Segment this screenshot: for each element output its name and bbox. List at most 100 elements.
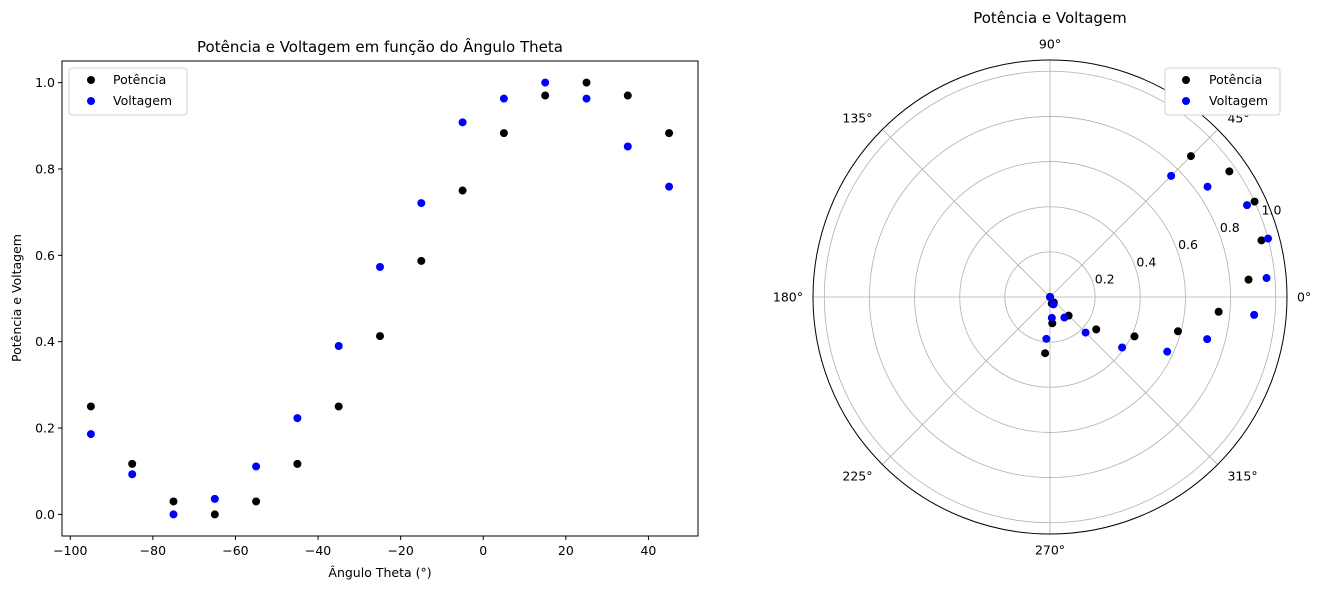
polar-point-potencia bbox=[1214, 307, 1223, 316]
polar-angular-gridline bbox=[882, 296, 1051, 465]
polar-point-voltagem bbox=[1203, 182, 1212, 191]
point-voltagem bbox=[499, 94, 508, 103]
x-tick-label: −60 bbox=[222, 543, 248, 558]
point-potencia bbox=[252, 497, 261, 506]
polar-angle-tick-label: 180° bbox=[773, 290, 803, 305]
polar-point-voltagem bbox=[1049, 300, 1058, 309]
polar-legend-label-potencia: Potência bbox=[1209, 72, 1262, 87]
polar-point-voltagem bbox=[1250, 310, 1259, 319]
polar-point-voltagem bbox=[1046, 293, 1054, 301]
polar-angle-tick-label: 90° bbox=[1039, 37, 1061, 52]
polar-point-voltagem bbox=[1047, 313, 1056, 322]
x-tick-label: −40 bbox=[305, 543, 331, 558]
polar-legend-marker-potencia bbox=[1182, 76, 1190, 84]
point-potencia bbox=[417, 256, 426, 265]
polar-point-potencia bbox=[1257, 236, 1266, 245]
y-tick-label: 0.2 bbox=[35, 421, 55, 436]
polar-angle-tick-label: 0° bbox=[1297, 290, 1311, 305]
polar-point-voltagem bbox=[1060, 313, 1069, 322]
polar-point-voltagem bbox=[1242, 201, 1251, 210]
cartesian-ticks: −100 −80 −60 −40 −20 0 20 40 0.0 0.2 0.4 0.6 0.8 1.0 bbox=[35, 75, 656, 558]
point-potencia bbox=[169, 497, 178, 506]
polar-point-potencia bbox=[1186, 152, 1195, 161]
polar-point-voltagem bbox=[1042, 334, 1051, 343]
polar-tick-labels: 0°45°90°135°180°225°270°315°0.20.40.60.8… bbox=[773, 37, 1311, 558]
polar-point-voltagem bbox=[1203, 335, 1212, 344]
point-potencia bbox=[499, 129, 508, 138]
x-tick-label: −80 bbox=[140, 543, 166, 558]
point-potencia bbox=[458, 186, 467, 195]
point-voltagem bbox=[128, 470, 137, 479]
point-potencia bbox=[541, 91, 550, 100]
polar-legend-label-voltagem: Voltagem bbox=[1209, 93, 1268, 108]
point-potencia bbox=[210, 510, 219, 519]
polar-point-potencia bbox=[1244, 275, 1253, 284]
polar-chart-title: Potência e Voltagem bbox=[973, 9, 1127, 27]
polar-point-voltagem bbox=[1264, 234, 1273, 243]
y-tick-label: 1.0 bbox=[35, 75, 55, 90]
x-tick-label: −20 bbox=[387, 543, 413, 558]
polar-angular-gridline bbox=[882, 129, 1051, 298]
cartesian-legend-box bbox=[68, 67, 188, 116]
cartesian-legend-label-voltagem: Voltagem bbox=[113, 93, 172, 108]
x-tick-label: 20 bbox=[558, 543, 574, 558]
point-potencia bbox=[376, 332, 384, 341]
polar-angle-tick-label: 225° bbox=[842, 468, 872, 483]
point-potencia bbox=[293, 459, 302, 468]
polar-legend: Potência Voltagem bbox=[1164, 67, 1281, 116]
point-voltagem bbox=[169, 510, 178, 519]
polar-point-potencia bbox=[1173, 327, 1182, 336]
polar-point-potencia bbox=[1130, 332, 1139, 341]
cartesian-x-axis-label: Ângulo Theta (°) bbox=[328, 565, 431, 580]
point-voltagem bbox=[252, 462, 261, 471]
polar-angular-gridline bbox=[1049, 296, 1218, 465]
point-voltagem bbox=[417, 199, 426, 208]
polar-radius-tick-label: 1.0 bbox=[1262, 203, 1282, 218]
y-tick-label: 0.4 bbox=[35, 334, 55, 349]
point-potencia bbox=[128, 459, 137, 468]
point-potencia bbox=[665, 129, 674, 138]
polar-radius-tick-label: 0.2 bbox=[1095, 272, 1115, 287]
polar-point-potencia bbox=[1092, 325, 1101, 334]
point-voltagem bbox=[376, 262, 384, 271]
cartesian-legend-marker-potencia bbox=[87, 76, 95, 84]
point-voltagem bbox=[623, 142, 632, 151]
cartesian-plot-frame bbox=[61, 60, 699, 537]
polar-scatter-plot: Potência e Voltagem 0°45°90°135°180°225°… bbox=[773, 9, 1311, 558]
y-tick-label: 0.8 bbox=[35, 161, 55, 176]
polar-radius-tick-label: 0.8 bbox=[1220, 220, 1240, 235]
point-potencia bbox=[623, 91, 632, 100]
x-tick-label: 40 bbox=[640, 543, 656, 558]
y-tick-label: 0.6 bbox=[35, 248, 55, 263]
polar-angle-tick-label: 270° bbox=[1035, 543, 1065, 558]
polar-outer-frame bbox=[812, 59, 1288, 535]
point-voltagem bbox=[334, 342, 343, 350]
point-potencia bbox=[334, 402, 343, 411]
point-voltagem bbox=[582, 94, 591, 103]
x-tick-label: 0 bbox=[479, 543, 487, 558]
polar-points bbox=[1041, 152, 1273, 358]
cartesian-points bbox=[86, 78, 674, 519]
polar-point-voltagem bbox=[1167, 171, 1176, 180]
point-voltagem bbox=[458, 118, 467, 127]
cartesian-y-axis-label: Potência e Voltagem bbox=[9, 234, 24, 362]
polar-point-potencia bbox=[1250, 197, 1259, 206]
point-voltagem bbox=[210, 494, 219, 503]
point-voltagem bbox=[541, 78, 550, 87]
polar-legend-marker-voltagem bbox=[1182, 97, 1190, 105]
cartesian-legend: Potência Voltagem bbox=[68, 67, 188, 116]
polar-point-voltagem bbox=[1163, 347, 1172, 356]
cartesian-legend-marker-voltagem bbox=[87, 97, 95, 105]
y-tick-label: 0.0 bbox=[35, 507, 55, 522]
polar-point-potencia bbox=[1041, 349, 1050, 358]
polar-radius-tick-label: 0.6 bbox=[1178, 237, 1198, 252]
polar-point-voltagem bbox=[1081, 328, 1090, 337]
polar-radius-tick-label: 0.4 bbox=[1136, 254, 1156, 269]
cartesian-chart-title: Potência e Voltagem em função do Ângulo … bbox=[197, 37, 563, 56]
polar-angle-tick-label: 315° bbox=[1227, 468, 1257, 483]
polar-legend-box bbox=[1164, 67, 1281, 116]
point-voltagem bbox=[293, 414, 302, 423]
point-potencia bbox=[86, 402, 95, 411]
point-voltagem bbox=[665, 182, 674, 191]
